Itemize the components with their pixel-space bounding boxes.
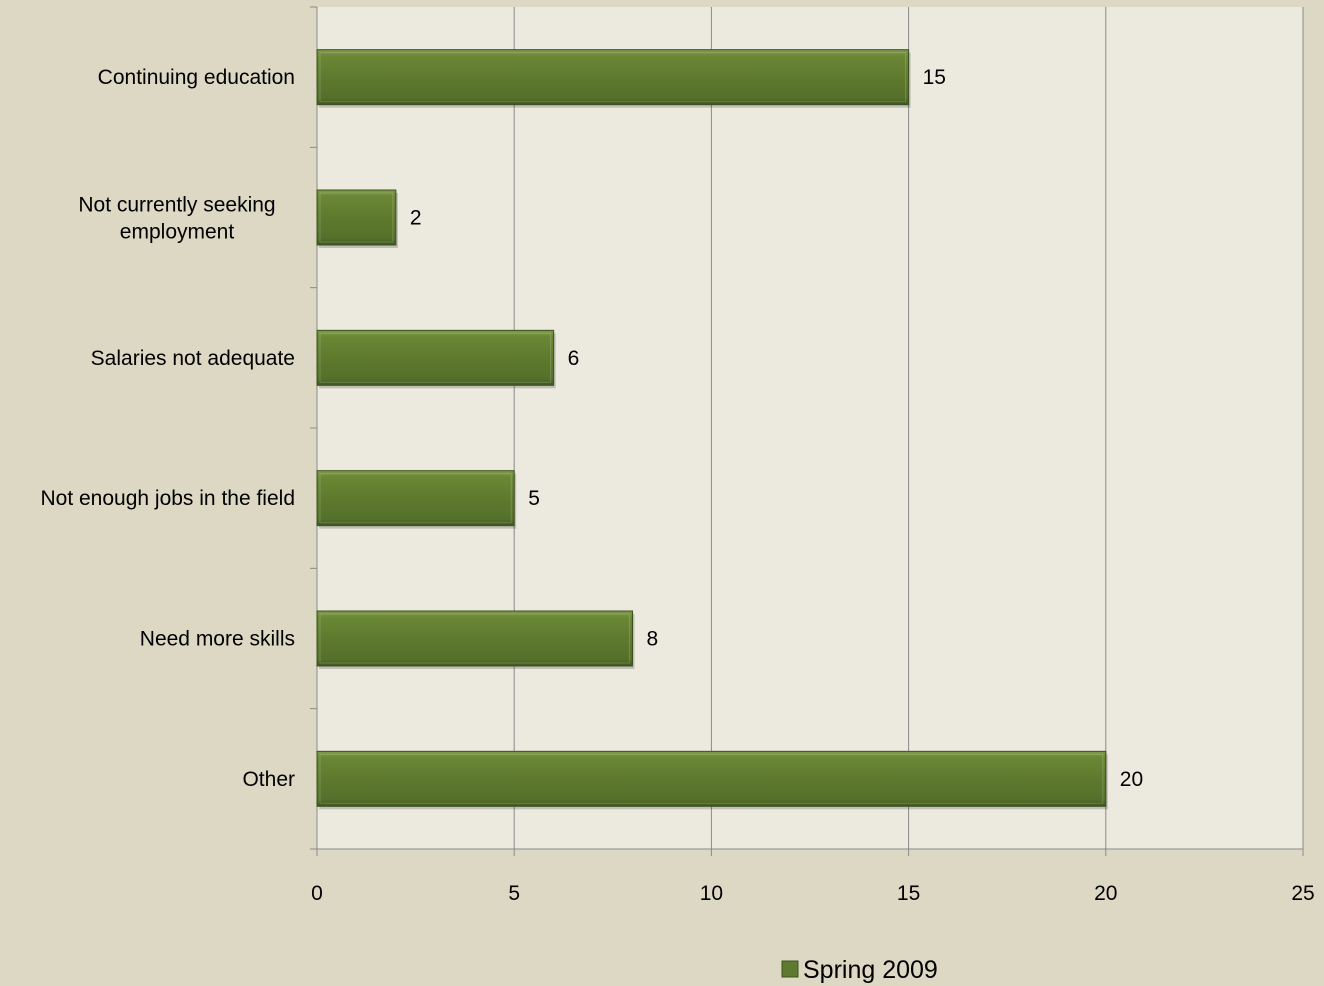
labels: 0 5 10 15 20 25 15 Continuing education 2 Not cur… — [40, 66, 1314, 905]
x-tick-label: 20 — [1094, 882, 1117, 905]
bar-bevel — [319, 473, 512, 524]
bar-bevel — [319, 613, 631, 664]
bar-bevel — [319, 753, 1104, 804]
axes — [310, 6, 1304, 856]
x-tick-label: 15 — [897, 882, 920, 905]
data-label: 8 — [647, 628, 659, 651]
data-label: 5 — [528, 487, 540, 510]
bar — [316, 329, 555, 386]
bar — [316, 189, 397, 246]
category-label: Not currently seeking employment — [78, 194, 275, 244]
bar-bevel — [319, 332, 552, 383]
category-label: Other — [242, 768, 295, 791]
gridlines — [513, 7, 1304, 849]
bar — [316, 49, 910, 106]
x-tick-label: 10 — [700, 882, 723, 905]
category-label-line: Not currently seeking — [78, 194, 275, 217]
bar-bevel — [319, 52, 907, 103]
bar — [316, 750, 1107, 807]
legend-label: Spring 2009 — [803, 956, 938, 984]
category-label: Salaries not adequate — [91, 347, 295, 370]
category-label: Not enough jobs in the field — [40, 487, 295, 510]
category-label: Need more skills — [140, 628, 295, 651]
data-label: 20 — [1120, 768, 1143, 791]
data-label: 6 — [568, 347, 580, 370]
legend-swatch — [781, 960, 799, 978]
bar-bevel — [319, 192, 394, 243]
x-tick-label: 25 — [1291, 882, 1314, 905]
legend: Spring 2009 — [781, 956, 938, 984]
category-label: Continuing education — [98, 66, 295, 89]
x-tick-label: 5 — [508, 882, 520, 905]
bars — [316, 49, 1108, 810]
x-tick-label: 0 — [311, 882, 323, 905]
data-label: 2 — [410, 207, 422, 230]
bar — [316, 470, 515, 527]
category-label-line: employment — [120, 221, 235, 244]
bar — [316, 610, 634, 667]
plot-area — [317, 7, 1303, 849]
data-label: 15 — [923, 66, 946, 89]
